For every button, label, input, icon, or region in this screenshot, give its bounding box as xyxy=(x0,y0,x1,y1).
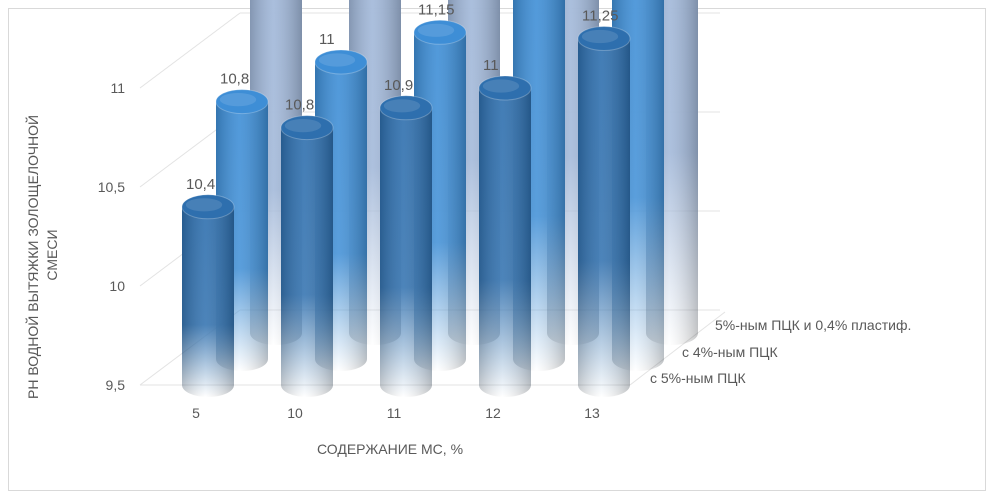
y-axis-title-line-2: СМЕСИ xyxy=(44,229,60,280)
bar-top xyxy=(379,95,433,121)
bar xyxy=(280,115,334,397)
bar-top-highlight xyxy=(581,29,619,44)
y-axis-title: РН ВОДНОЙ ВЫТЯЖКИ ЗОЛОЩЕЛОЧНОЙ СМЕСИ xyxy=(24,111,60,399)
gridline xyxy=(139,12,241,89)
bar-shading xyxy=(281,127,333,397)
x-axis-ticks: 5 10 11 12 13 xyxy=(192,405,600,421)
bar-top xyxy=(314,49,368,75)
bar-top-highlight xyxy=(185,198,223,212)
y-axis-title-line-1: РН ВОДНОЙ ВЫТЯЖКИ ЗОЛОЩЕЛОЧНОЙ xyxy=(24,115,41,399)
bar-top xyxy=(478,75,532,101)
bar-top xyxy=(413,19,467,45)
bar-top xyxy=(215,89,269,115)
legend-entry: с 4%-ным ПЦК xyxy=(682,344,779,360)
bar-top xyxy=(577,26,631,51)
x-axis-title: СОДЕРЖАНИЕ МС, % xyxy=(317,441,463,457)
bar-shading xyxy=(479,88,531,397)
x-tick-label: 5 xyxy=(192,405,200,421)
y-tick-label: 9,5 xyxy=(106,377,126,393)
y-tick-label: 11 xyxy=(110,80,125,96)
bar-top xyxy=(181,194,235,220)
bar-top-highlight xyxy=(284,119,322,133)
data-label: 10,8 xyxy=(220,71,249,88)
bar-top xyxy=(280,115,334,141)
data-label: 10,8 xyxy=(285,97,314,114)
bars xyxy=(181,0,698,398)
floor-side-edge xyxy=(629,311,726,386)
bar-top-highlight xyxy=(417,23,455,37)
bar xyxy=(379,95,433,398)
data-label: 11,15 xyxy=(418,1,454,18)
legend-entry: 5%-ным ПЦК и 0,4% пластиф. xyxy=(715,317,911,333)
data-label: 10,4 xyxy=(186,176,215,193)
y-tick-label: 10,5 xyxy=(98,179,125,195)
y-tick-label: 10 xyxy=(109,278,125,294)
x-tick-label: 10 xyxy=(287,405,303,421)
bar xyxy=(577,26,631,397)
legend: с 5%-ным ПЦК с 4%-ным ПЦК 5%-ным ПЦК и 0,4… xyxy=(650,317,911,386)
data-label: 11 xyxy=(483,57,499,74)
bar-top-highlight xyxy=(482,79,520,93)
data-labels: 11,511,811,911,951210,81111,1511,511,751… xyxy=(186,1,618,193)
bar-shading xyxy=(578,38,630,397)
bar-shading xyxy=(380,107,432,398)
bar-top-highlight xyxy=(383,99,421,113)
data-label: 10,9 xyxy=(384,77,413,94)
data-label: 11 xyxy=(319,31,335,48)
data-label: 11,25 xyxy=(582,8,618,25)
bar-top-highlight xyxy=(219,93,257,107)
bar-top-highlight xyxy=(318,53,356,67)
x-tick-label: 11 xyxy=(387,405,402,421)
x-tick-label: 12 xyxy=(485,405,501,421)
x-tick-label: 13 xyxy=(584,405,600,421)
bar xyxy=(478,75,532,397)
legend-entry: с 5%-ным ПЦК xyxy=(650,370,747,386)
bar-shading xyxy=(182,206,234,397)
bar xyxy=(181,194,235,397)
